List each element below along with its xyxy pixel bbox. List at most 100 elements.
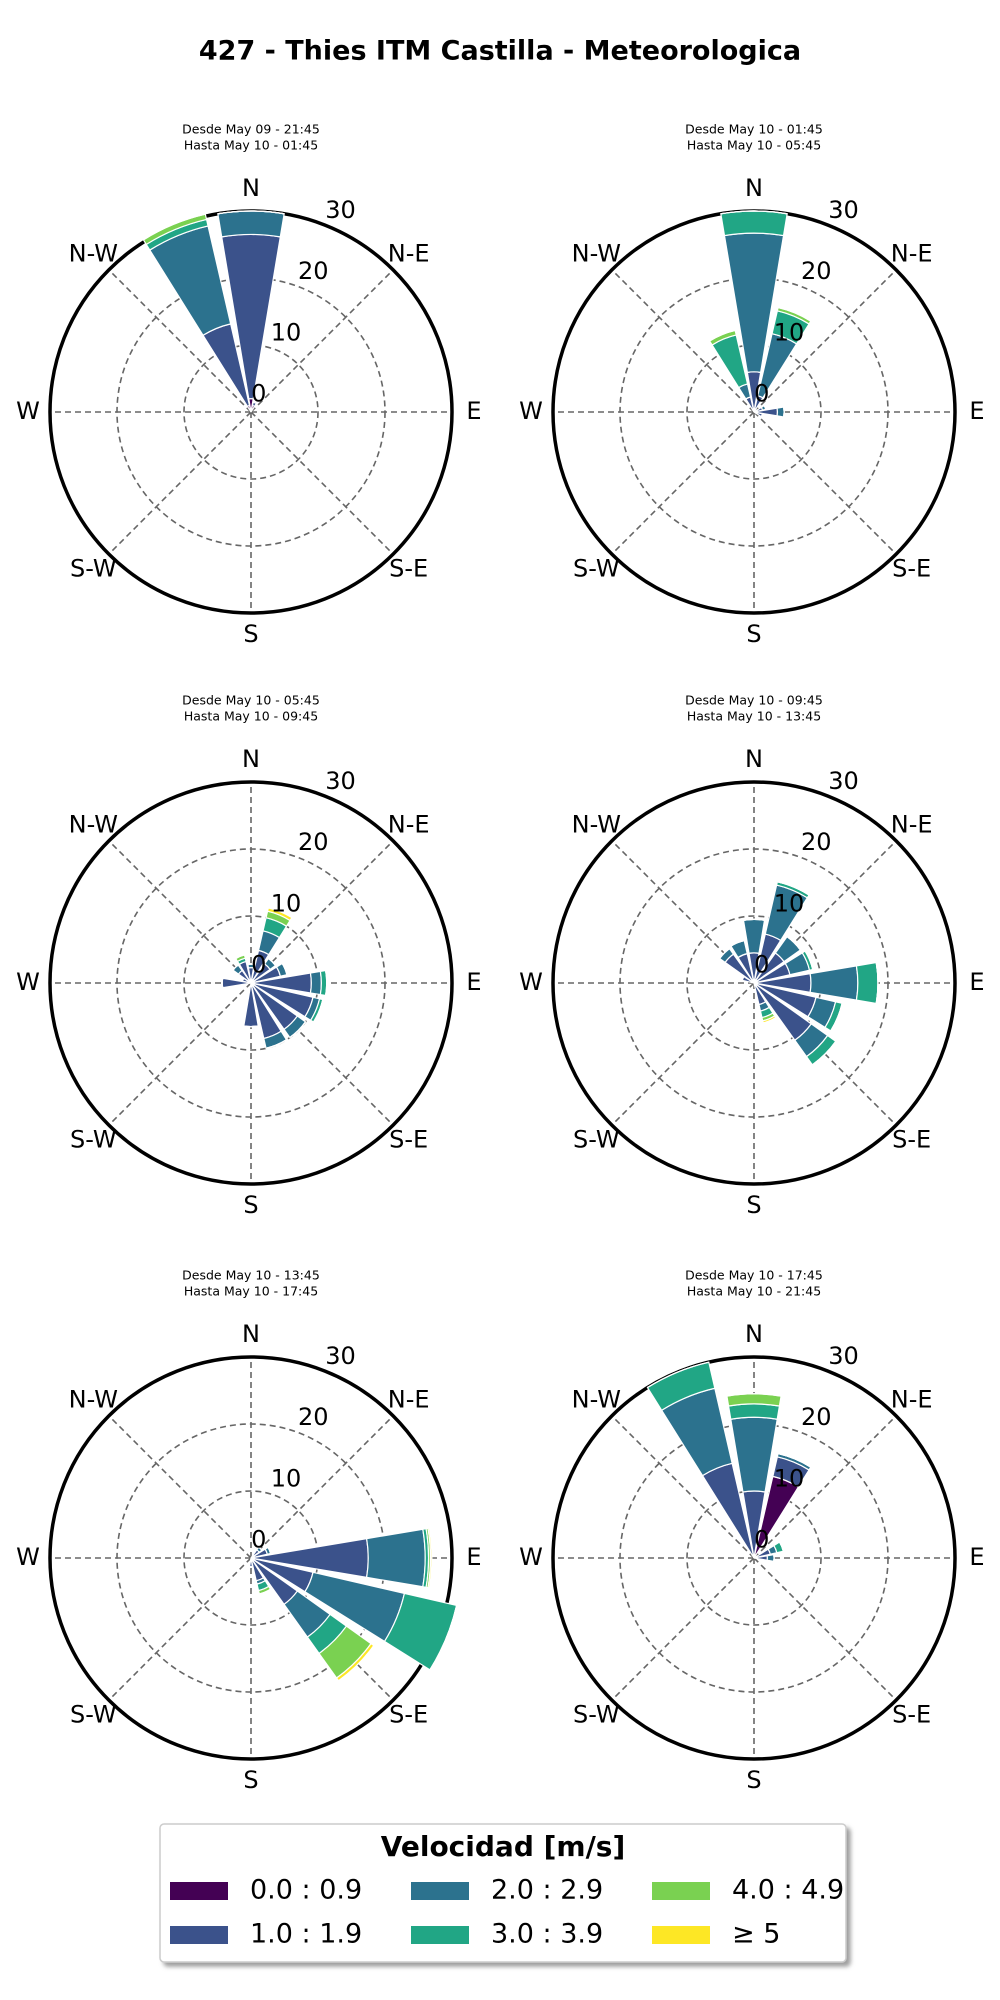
r-tick-label: 0: [754, 380, 769, 408]
wind-bar: [727, 1403, 781, 1420]
direction-label: S: [243, 620, 258, 648]
r-tick-label: 10: [774, 318, 805, 346]
direction-label: E: [466, 397, 481, 425]
chart-subtitle: Hasta May 10 - 05:45: [687, 138, 821, 153]
direction-label: N: [745, 1320, 763, 1348]
direction-label: E: [969, 968, 984, 996]
direction-label: S-W: [573, 1701, 620, 1729]
direction-label: N: [242, 745, 260, 773]
chart-subtitle: Desde May 10 - 01:45: [685, 122, 823, 137]
wind-bar: [730, 1416, 778, 1493]
wind-bar: [265, 1039, 287, 1049]
legend-title: Velocidad [m/s]: [381, 1830, 626, 1863]
legend-swatch: [411, 1882, 469, 1900]
radial-grid: [250, 269, 394, 413]
legend-swatch: [170, 1926, 228, 1944]
direction-label: N-W: [69, 1385, 118, 1413]
wind-bar: [266, 907, 293, 922]
radial-grid: [753, 1415, 897, 1559]
r-tick-label: 10: [271, 318, 302, 346]
direction-label: E: [466, 1543, 481, 1571]
radial-grid: [611, 1557, 755, 1701]
wind-bar: [776, 406, 785, 418]
direction-label: S-E: [892, 1701, 931, 1729]
direction-label: W: [16, 968, 40, 996]
chart-title: 427 - Thies ITM Castilla - Meteorologica: [199, 36, 801, 67]
direction-label: S-E: [389, 555, 428, 583]
direction-label: S-W: [573, 1126, 620, 1154]
r-tick-label: 0: [251, 380, 266, 408]
direction-label: N-W: [572, 239, 621, 267]
direction-label: S-E: [892, 555, 931, 583]
direction-label: N: [745, 174, 763, 202]
chart-subtitle: Hasta May 10 - 09:45: [184, 709, 318, 724]
direction-label: N-E: [388, 810, 430, 838]
outer-circle: [551, 780, 957, 1186]
grid-circle: [116, 848, 386, 1118]
radial-grid: [108, 982, 252, 1126]
wind-bar: [809, 965, 859, 1001]
chart-subtitle: Desde May 10 - 17:45: [685, 1268, 823, 1283]
legend-swatch: [170, 1882, 228, 1900]
wind-bar: [742, 918, 766, 954]
legend-swatch: [411, 1926, 469, 1944]
legend-label: 0.0 : 0.9: [250, 1875, 362, 1906]
direction-label: N: [745, 745, 763, 773]
chart-subtitle: Desde May 10 - 13:45: [182, 1268, 320, 1283]
r-tick-label: 20: [801, 1403, 832, 1431]
direction-label: N-E: [891, 810, 933, 838]
chart-subtitle: Desde May 09 - 21:45: [182, 122, 320, 137]
direction-label: S-W: [70, 555, 117, 583]
wind-bar: [248, 1559, 254, 1568]
r-tick-label: 10: [774, 1464, 805, 1492]
direction-label: E: [969, 397, 984, 425]
wind-bar: [235, 954, 245, 960]
r-tick-label: 30: [325, 1342, 356, 1370]
direction-label: N-E: [891, 239, 933, 267]
direction-label: W: [519, 1543, 543, 1571]
direction-label: S-W: [573, 555, 620, 583]
wind-bar: [730, 939, 745, 947]
legend-label: 3.0 : 3.9: [491, 1919, 603, 1950]
direction-label: S-E: [389, 1701, 428, 1729]
chart-subtitle: Desde May 10 - 05:45: [182, 693, 320, 708]
wind-bar: [777, 306, 812, 322]
radial-grid: [108, 269, 252, 413]
wind-bar: [855, 961, 879, 1005]
direction-label: E: [466, 968, 481, 996]
wind-bar: [804, 950, 814, 970]
radial-grid: [611, 982, 755, 1126]
direction-label: W: [16, 1543, 40, 1571]
r-tick-label: 0: [251, 951, 266, 979]
chart-subtitle: Hasta May 10 - 13:45: [687, 709, 821, 724]
radial-grid: [753, 269, 897, 413]
r-tick-label: 10: [774, 889, 805, 917]
wind-bar: [763, 405, 767, 410]
direction-label: N-W: [69, 239, 118, 267]
r-tick-label: 30: [828, 196, 859, 224]
r-tick-label: 30: [325, 196, 356, 224]
direction-label: S: [243, 1766, 258, 1794]
direction-label: N: [242, 174, 260, 202]
r-tick-label: 10: [271, 1464, 302, 1492]
direction-label: S-E: [389, 1126, 428, 1154]
radial-grid: [108, 1557, 252, 1701]
r-tick-label: 20: [298, 257, 329, 285]
outer-circle: [48, 780, 454, 1186]
wind-bar: [726, 1393, 782, 1407]
direction-label: W: [16, 397, 40, 425]
wind-bar: [830, 1003, 843, 1032]
r-tick-label: 20: [298, 828, 329, 856]
outer-circle: [551, 1355, 957, 1761]
direction-label: N-W: [572, 810, 621, 838]
wind-bar: [309, 970, 322, 996]
direction-label: S: [746, 1191, 761, 1219]
legend-swatch: [652, 1882, 710, 1900]
r-tick-label: 0: [251, 1526, 266, 1554]
radial-grid: [250, 411, 394, 555]
r-tick-label: 30: [325, 767, 356, 795]
grid-circle: [619, 848, 889, 1118]
legend-label: ≥ 5: [732, 1919, 780, 1950]
chart-subtitle: Desde May 10 - 09:45: [685, 693, 823, 708]
wind-bar: [335, 1642, 375, 1682]
